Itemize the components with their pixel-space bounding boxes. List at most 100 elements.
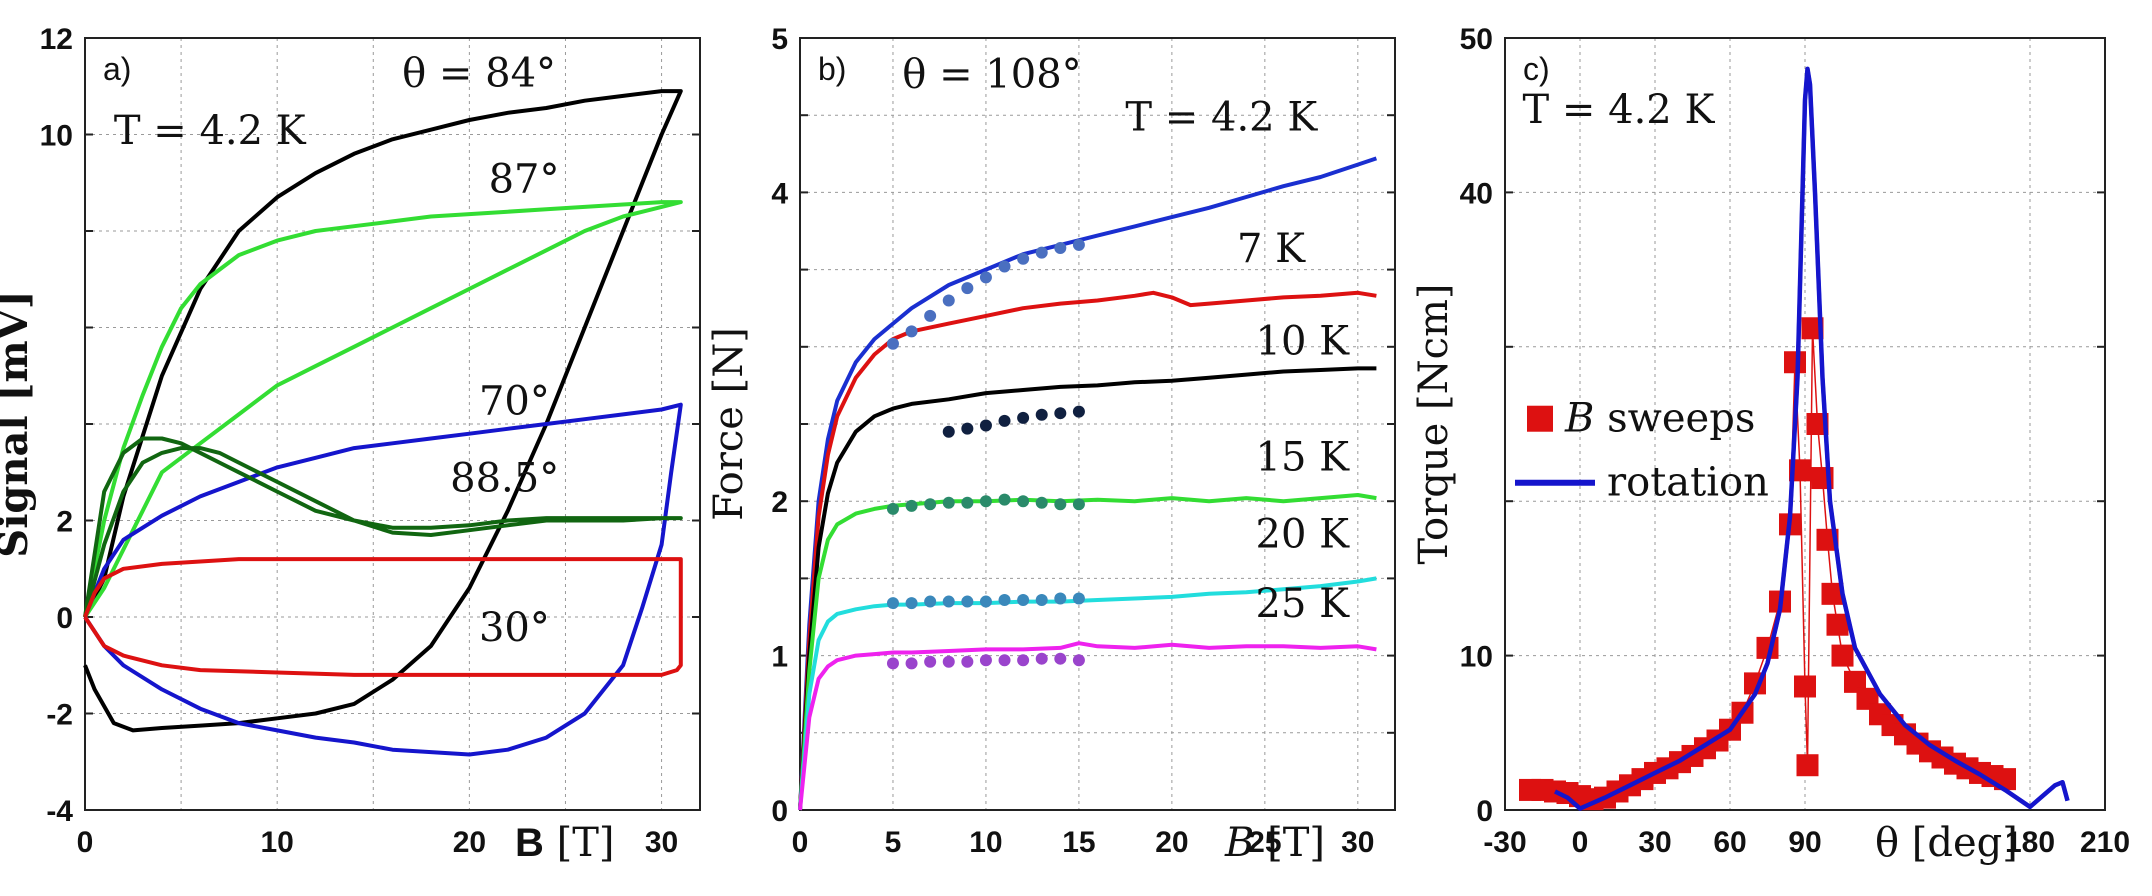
panel-label: c) [1523,51,1550,87]
x-tick-label: 90 [1788,826,1821,859]
annotation: T = 4.2 K [114,108,307,154]
y-tick-label: 4 [771,177,788,210]
data-point [1072,654,1085,667]
x-tick-label: 0 [77,826,94,859]
y-tick-label: 0 [1476,795,1493,828]
annotation: θ = 108° [902,51,1081,97]
data-point [1072,592,1085,605]
y-axis-label: Force [N] [706,327,752,521]
x-tick-label: 20 [1155,826,1188,859]
data-point [886,337,899,350]
x-axis-label: B [T] [515,820,615,866]
series-line-70- [83,402,683,757]
data-point-square [1794,675,1816,698]
series-line-88-5- [83,436,683,618]
x-tick-label: 210 [2080,826,2130,859]
y-tick-label: 40 [1460,177,1493,210]
data-point [924,655,937,668]
data-point [961,496,974,509]
data-point [998,260,1011,273]
series-line-84- [83,89,683,733]
data-point [1072,405,1085,418]
data-point [1017,252,1030,265]
data-point [942,294,955,307]
data-point-square [1821,582,1844,605]
data-point-square [1826,613,1849,636]
y-tick-label: 0 [56,602,73,635]
data-point [979,419,992,432]
data-point [1054,407,1067,420]
data-point [998,493,1011,506]
data-point [1054,592,1067,605]
x-tick-label: 30 [1341,826,1374,859]
series-line-7-K [798,290,1377,811]
x-tick-label: 10 [261,826,294,859]
data-point [1054,652,1067,665]
data-point-square [1831,644,1854,667]
y-tick-label: 12 [40,23,73,56]
data-point [942,655,955,668]
data-point [1035,496,1048,509]
y-tick-label: 5 [771,23,788,56]
x-tick-label: 20 [453,826,486,859]
data-point [1035,652,1048,665]
series-line-30- [83,557,683,677]
series-line-87- [83,200,683,619]
series-line-25-K [798,641,1377,811]
panel-a-signal-chart: -4 -2 0 2 10 12 0 10 20 30 a) T = 4.2 K θ = 84° 87° 70… [0,23,701,866]
y-tick-label: 0 [771,795,788,828]
data-point [924,498,937,511]
data-point [905,325,918,338]
y-tick-label: 10 [1460,641,1493,674]
data-point [998,414,1011,427]
data-point [961,282,974,295]
annotation: 7 K [1237,226,1306,272]
x-tick-label: 25 [1248,826,1281,859]
panel-b-force-chart: 0 1 2 4 5 0 5 10 15 20 25 30 b) θ = 108° T = 4.2 K 7 K 1… [706,23,1396,866]
data-point [979,595,992,608]
data-point [924,309,937,322]
data-point [1072,238,1085,251]
data-point [961,655,974,668]
data-point [979,271,992,284]
data-point [998,594,1011,607]
data-point [961,595,974,608]
legend-entry-label: rotation [1607,460,1769,506]
data-point [942,496,955,509]
x-tick-label: -30 [1483,826,1526,859]
data-point [1017,495,1030,508]
y-axis-label: Signal [mV] [0,290,37,557]
data-point [1017,654,1030,667]
x-tick-label: 15 [1062,826,1095,859]
series-line-10-K [798,366,1377,811]
annotation: 88.5° [450,456,559,502]
data-point [979,654,992,667]
series-line-rotation [1554,66,2070,811]
x-tick-label: 5 [885,826,902,859]
data-point-square [1796,754,1819,777]
data-point [942,425,955,438]
annotation: 20 K [1256,512,1351,558]
annotation: 15 K [1256,434,1351,480]
data-point [942,595,955,608]
y-tick-label: 1 [771,641,788,674]
legend-entry-label: B sweeps [1564,396,1755,442]
y-axis-label: Torque [Ncm] [1411,283,1457,564]
x-tick-label: 10 [969,826,1002,859]
y-tick-label: -2 [46,699,73,732]
data-point [924,595,937,608]
data-point [1035,594,1048,607]
data-point [1054,241,1067,254]
data-point-square [1784,351,1806,374]
data-point [1072,498,1085,511]
annotation: T = 4.2 K [1523,87,1716,133]
x-tick-label: 0 [792,826,809,859]
plot-frame [1504,37,2106,811]
y-tick-label: 2 [771,486,788,519]
data-point [998,654,1011,667]
annotation: 70° [479,378,550,424]
annotation: 87° [489,156,560,202]
y-tick-label: 50 [1460,23,1493,56]
